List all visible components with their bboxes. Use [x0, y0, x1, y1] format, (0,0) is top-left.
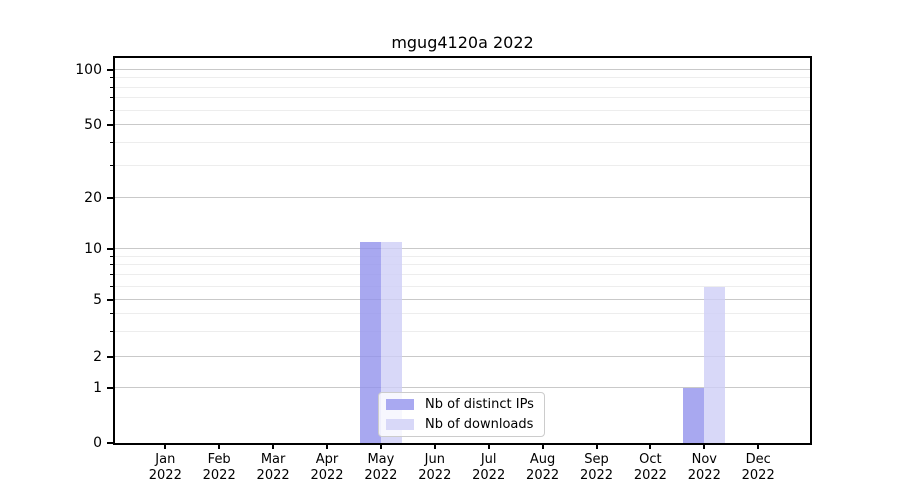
x-axis-tick	[703, 445, 706, 449]
x-axis-tick	[541, 445, 544, 449]
y-axis-label: 1	[93, 379, 102, 396]
minor-gridline	[115, 109, 810, 111]
x-axis-label-oct: Oct 2022	[633, 452, 667, 483]
y-axis-tick	[107, 355, 114, 358]
y-axis-label: 10	[84, 240, 102, 257]
y-axis-tick	[107, 124, 114, 126]
x-axis-label-jan: Jan 2022	[148, 452, 182, 483]
x-axis-tick	[595, 445, 598, 449]
minor-gridline	[115, 141, 810, 143]
legend-item-distinct-ips: Nb of distinct IPs	[386, 397, 537, 413]
x-axis-tick	[272, 445, 275, 449]
y-axis-minor-tick	[110, 264, 114, 266]
y-axis-tick	[107, 247, 114, 250]
legend-item-downloads: Nb of downloads	[386, 417, 537, 433]
legend-label: Nb of downloads	[425, 416, 534, 432]
y-axis-minor-tick	[110, 86, 114, 88]
y-axis-tick	[107, 298, 114, 301]
x-axis-tick	[649, 445, 652, 449]
minor-gridline	[115, 255, 810, 257]
x-axis-label-may: May 2022	[364, 452, 398, 483]
y-axis-minor-tick	[110, 285, 114, 287]
distinct-ips-swatch	[386, 399, 414, 411]
x-axis-label-nov: Nov 2022	[687, 452, 721, 483]
major-gridline	[115, 356, 810, 357]
x-axis-label-jul: Jul 2022	[472, 452, 506, 483]
y-axis-label: 20	[84, 190, 102, 206]
y-axis-label: 50	[84, 117, 102, 133]
major-gridline	[115, 69, 810, 71]
bar-nov-distinct-ips	[683, 388, 705, 443]
minor-gridline	[115, 312, 810, 314]
y-axis-minor-tick	[110, 330, 114, 332]
y-axis-minor-tick	[110, 312, 114, 314]
x-axis-label-sep: Sep 2022	[579, 452, 614, 483]
y-axis-minor-tick	[110, 274, 114, 276]
x-axis-tick	[326, 445, 328, 449]
y-axis-tick	[107, 386, 114, 389]
major-gridline	[115, 124, 810, 126]
plot-area	[113, 56, 812, 445]
major-gridline	[115, 248, 810, 249]
x-axis-label-dec: Dec 2022	[741, 452, 775, 483]
minor-gridline	[115, 285, 810, 287]
minor-gridline	[115, 86, 810, 88]
major-gridline	[115, 197, 810, 199]
y-axis-minor-tick	[110, 97, 114, 99]
x-axis-tick	[164, 445, 167, 449]
minor-gridline	[115, 274, 810, 276]
downloads-swatch	[386, 418, 414, 430]
x-axis-label-mar: Mar 2022	[256, 452, 290, 483]
y-axis-minor-tick	[110, 164, 114, 166]
y-axis-minor-tick	[110, 77, 114, 79]
x-axis-label-feb: Feb 2022	[202, 452, 236, 483]
x-axis-tick	[379, 445, 382, 449]
x-axis-tick	[218, 445, 221, 449]
major-gridline	[115, 387, 810, 388]
x-axis-tick	[757, 445, 760, 449]
minor-gridline	[115, 164, 810, 166]
x-axis-label-apr: Apr 2022	[310, 452, 344, 483]
y-axis-label: 0	[93, 435, 102, 451]
bar-nov-downloads	[704, 286, 726, 443]
y-axis-tick	[107, 197, 114, 199]
bar-may-distinct-ips	[359, 242, 381, 443]
x-axis-label-jun: Jun 2022	[418, 452, 452, 483]
x-axis-tick	[487, 445, 490, 449]
y-axis-minor-tick	[110, 255, 114, 257]
y-axis-label: 100	[75, 62, 102, 78]
x-axis-tick	[433, 445, 436, 449]
minor-gridline	[115, 77, 810, 79]
minor-gridline	[115, 264, 810, 266]
y-axis-minor-tick	[110, 109, 114, 111]
y-axis-tick	[107, 442, 114, 444]
minor-gridline	[115, 330, 810, 332]
y-axis-label: 5	[93, 291, 102, 308]
legend: Nb of distinct IPs Nb of downloads	[378, 392, 545, 437]
y-axis-tick	[107, 69, 114, 71]
major-gridline	[115, 299, 810, 300]
x-axis-label-aug: Aug 2022	[526, 452, 560, 483]
chart-title: mgug4120a 2022	[391, 33, 534, 52]
y-axis-minor-tick	[110, 141, 114, 143]
legend-label: Nb of distinct IPs	[425, 397, 534, 413]
minor-gridline	[115, 97, 810, 99]
y-axis-label: 2	[93, 348, 102, 365]
